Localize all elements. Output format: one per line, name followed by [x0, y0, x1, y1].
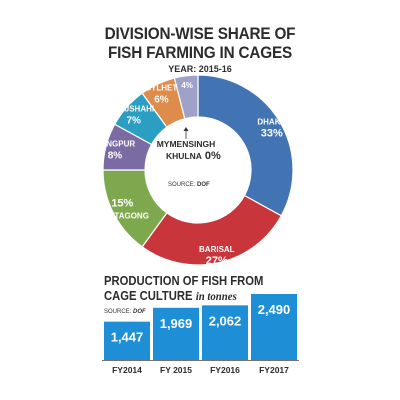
bar-title-line2: CAGE CULTURE in tonnes	[104, 289, 237, 303]
pie-title-line2: FISH FARMING IN CAGES	[107, 43, 293, 62]
bar-unit-note: in tonnes	[195, 289, 237, 303]
bar-value-label: 2,062	[209, 313, 242, 328]
bar-fy2015	[153, 307, 199, 360]
pie-title-line1: DIVISION-WISE SHARE OF	[104, 24, 296, 43]
khulna-name: KHULNA	[166, 151, 202, 161]
slice-value-sylhet: 6%	[154, 94, 169, 105]
bar-tick-label: FY2017	[259, 365, 289, 375]
slice-name-rajshahi: RAJSHAHI	[113, 104, 154, 113]
bar-fy2016	[202, 305, 248, 360]
bar-tick-label: FY2014	[112, 365, 142, 375]
slice-value-barisal: 27%	[206, 255, 228, 267]
slice-value-mymensingh: 4%	[181, 81, 193, 90]
slice-value-rajshahi: 7%	[126, 115, 141, 126]
slice-name-dhaka: DHAKA	[257, 117, 286, 126]
mymensingh-arrow-icon	[183, 127, 189, 131]
slice-value-rangpur: 8%	[108, 151, 123, 162]
slice-name-barisal: BARISAL	[199, 245, 235, 254]
bar-value-label: 2,490	[258, 302, 291, 317]
bar-tick-label: FY 2015	[160, 365, 192, 375]
slice-value-dhaka: 33%	[261, 127, 283, 139]
slice-barisal	[141, 194, 283, 266]
bar-tick-label: FY2016	[210, 365, 240, 375]
center-mymensingh-label: MYMENSINGH	[157, 139, 216, 149]
bar-fy2014	[104, 321, 150, 360]
bar-value-labels: 1,447 1,969 2,062 2,490	[111, 302, 291, 345]
slice-name-rangpur: RANGPUR	[95, 140, 136, 149]
pie-source: SOURCE: DOF	[168, 182, 210, 188]
slice-name-chittagong: CHITTAGONG	[96, 212, 149, 221]
slice-mymensingh	[173, 74, 199, 120]
donut-slices	[102, 74, 294, 266]
center-khulna-label: KHULNA 0%	[166, 150, 221, 162]
khulna-value: 0%	[205, 150, 221, 162]
bar-marks	[102, 294, 299, 361]
bar-title-line1: PRODUCTION OF FISH FROM	[104, 274, 264, 288]
bar-fy2017	[251, 294, 297, 360]
bar-value-label: 1,447	[111, 330, 144, 345]
bar-tick-labels: FY2014 FY 2015 FY2016 FY2017	[112, 365, 289, 375]
slice-value-chittagong: 15%	[111, 198, 133, 210]
slice-name-sylhet: SYLHET	[146, 83, 178, 92]
bar-source: SOURCE: DOF	[104, 309, 146, 315]
slice-dhaka	[197, 74, 294, 217]
donut-center: MYMENSINGH KHULNA 0% SOURCE: DOF	[157, 127, 221, 188]
bar-value-label: 1,969	[160, 316, 193, 331]
pie-year: YEAR: 2015-16	[168, 64, 232, 74]
